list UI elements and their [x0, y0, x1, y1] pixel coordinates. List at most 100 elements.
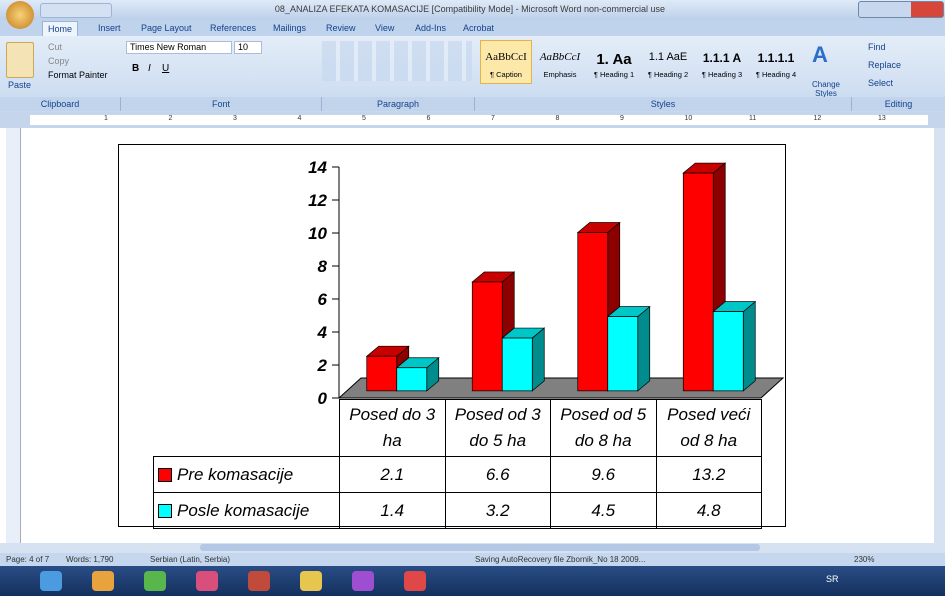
style-swatch[interactable]: AaBbCcI Emphasis — [534, 40, 586, 84]
group-label: Paragraph — [322, 97, 475, 111]
bar-front — [683, 173, 713, 391]
style-name: ¶ Heading 4 — [751, 70, 801, 79]
bold-button[interactable]: B — [132, 63, 139, 74]
ribbon-tab[interactable]: Home — [42, 21, 78, 37]
ruler-number: 8 — [556, 115, 560, 122]
ruler-number: 7 — [491, 115, 495, 122]
format-painter-button[interactable]: Format Painter — [48, 70, 108, 80]
style-swatch[interactable]: 1. Aa ¶ Heading 1 — [588, 40, 640, 84]
bar-front — [367, 356, 397, 391]
taskbar-icon[interactable] — [144, 571, 166, 591]
style-swatch[interactable]: AaBbCcI¶ Caption — [480, 40, 532, 84]
find-button[interactable]: Find — [868, 42, 886, 52]
status-message: Saving AutoRecovery file Zbornik_No 18 2… — [475, 555, 645, 564]
y-tick-label: 6 — [318, 290, 328, 309]
y-tick-label: 14 — [308, 158, 327, 177]
category-cell: Posed od 5 do 8 ha — [550, 399, 657, 457]
bar — [397, 358, 439, 391]
ruler-number: 4 — [298, 115, 302, 122]
legend-swatch — [158, 468, 172, 482]
y-tick-label: 0 — [318, 389, 328, 408]
data-table-cell: 13.2 — [656, 456, 763, 493]
ribbon-tab[interactable]: Add-Ins — [410, 23, 451, 33]
ribbon-tab[interactable]: Review — [321, 23, 361, 33]
data-table-cell: 9.6 — [550, 456, 657, 493]
taskbar-icon[interactable] — [196, 571, 218, 591]
word-window: 08_ANALIZA EFEKATA KOMASACIJE [Compatibi… — [0, 0, 945, 596]
change-styles-icon[interactable]: A — [812, 42, 842, 70]
ruler-number: 12 — [814, 115, 822, 122]
paragraph-buttons[interactable] — [322, 41, 472, 81]
underline-button[interactable]: U — [162, 63, 169, 74]
change-styles-button[interactable]: Change Styles — [806, 80, 846, 98]
page-count[interactable]: Page: 4 of 7 — [6, 555, 49, 564]
office-button[interactable] — [6, 1, 34, 29]
legend-label: Posle komasacije — [177, 498, 309, 524]
select-button[interactable]: Select — [868, 78, 893, 88]
style-preview: 1. Aa — [589, 51, 639, 68]
taskbar-icon[interactable] — [248, 571, 270, 591]
group-label: Font — [121, 97, 322, 111]
ruler-number: 13 — [878, 115, 886, 122]
zoom-level[interactable]: 230% — [854, 555, 874, 564]
legend-cell: Posle komasacije — [153, 492, 340, 529]
style-swatch[interactable]: 1.1.1 A¶ Heading 3 — [696, 40, 748, 84]
y-tick-label: 4 — [317, 323, 328, 342]
ribbon-tabs: Home Insert Page Layout References Mailings R… — [0, 20, 945, 36]
vertical-scrollbar[interactable] — [934, 128, 945, 543]
scroll-thumb[interactable] — [200, 544, 760, 551]
ribbon-tab[interactable]: Mailings — [268, 23, 311, 33]
data-table-cell: 3.2 — [445, 492, 552, 529]
cut-button[interactable]: Cut — [48, 42, 62, 52]
font-name-box[interactable]: Times New Roman — [126, 41, 232, 54]
paste-icon[interactable] — [6, 42, 34, 78]
taskbar-icon[interactable] — [404, 571, 426, 591]
bar-side — [532, 328, 544, 391]
style-swatch[interactable]: 1.1.1.1¶ Heading 4 — [750, 40, 802, 84]
style-name: ¶ Heading 1 — [589, 70, 639, 79]
style-preview: AaBbCcI — [535, 51, 585, 63]
ruler-number: 5 — [362, 115, 366, 122]
style-name: Emphasis — [535, 70, 585, 79]
bar-front — [713, 312, 743, 391]
style-preview: 1.1 AaE — [643, 51, 693, 63]
ribbon-tab[interactable]: Acrobat — [458, 23, 499, 33]
font-size-box[interactable]: 10 — [234, 41, 262, 54]
group-label: Clipboard — [0, 97, 121, 111]
group-label: Styles — [475, 97, 852, 111]
window-title: 08_ANALIZA EFEKATA KOMASACIJE [Compatibi… — [250, 4, 690, 14]
paste-button[interactable]: Paste — [8, 80, 31, 90]
window-controls[interactable] — [858, 1, 944, 18]
language[interactable]: Serbian (Latin, Serbia) — [150, 555, 230, 564]
quick-access-toolbar[interactable] — [40, 3, 112, 18]
taskbar-icon[interactable] — [352, 571, 374, 591]
replace-button[interactable]: Replace — [868, 60, 901, 70]
style-swatch[interactable]: 1.1 AaE¶ Heading 2 — [642, 40, 694, 84]
bar-front — [472, 282, 502, 391]
ribbon-tab[interactable]: Insert — [93, 23, 126, 33]
legend-cell: Pre komasacije — [153, 456, 340, 493]
ruler-number: 9 — [620, 115, 624, 122]
ruler-number: 6 — [427, 115, 431, 122]
taskbar: SR — [0, 566, 945, 596]
ruler-track — [30, 115, 928, 125]
bar-side — [638, 307, 650, 391]
taskbar-icon[interactable] — [40, 571, 62, 591]
word-count[interactable]: Words: 1,790 — [66, 555, 113, 564]
copy-button[interactable]: Copy — [48, 56, 69, 66]
ribbon-tab[interactable]: References — [205, 23, 261, 33]
data-table-cell: 2.1 — [339, 456, 446, 493]
horizontal-scrollbar[interactable] — [0, 543, 945, 553]
taskbar-icon[interactable] — [300, 571, 322, 591]
category-cell: Posed do 3 ha — [339, 399, 446, 457]
bar-front — [578, 232, 608, 390]
italic-button[interactable]: I — [148, 63, 151, 74]
ribbon-tab[interactable]: Page Layout — [136, 23, 197, 33]
taskbar-icon[interactable] — [92, 571, 114, 591]
ribbon-tab[interactable]: View — [370, 23, 399, 33]
data-table-cell: 6.6 — [445, 456, 552, 493]
input-language[interactable]: SR — [826, 574, 839, 584]
y-tick-label: 8 — [318, 257, 328, 276]
bar-front — [397, 368, 427, 391]
